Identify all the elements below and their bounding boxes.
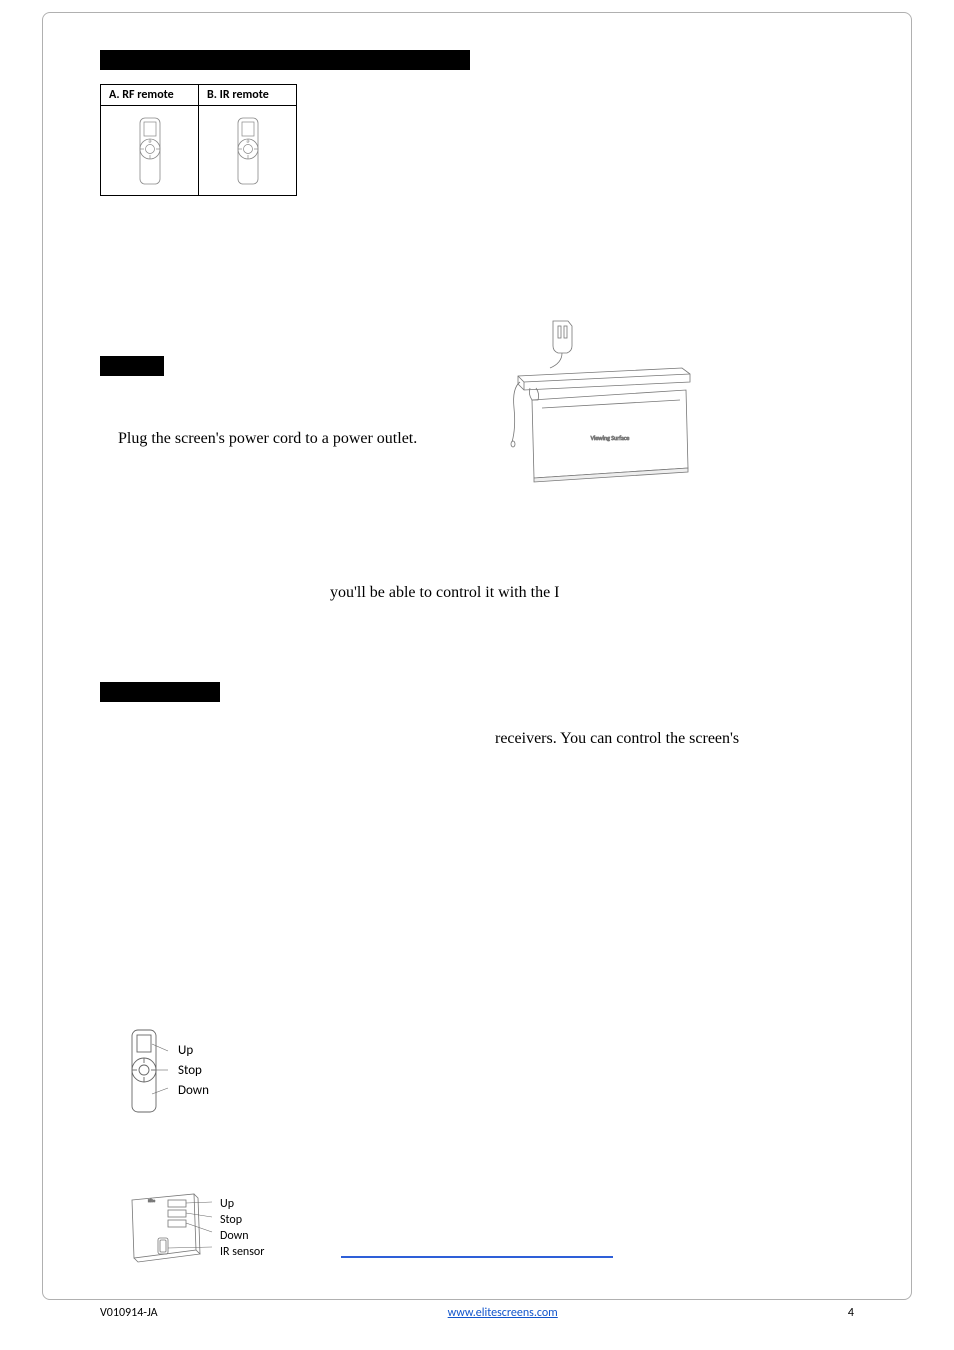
redaction-bar-2	[100, 356, 164, 376]
svg-text:UP: UP	[148, 139, 152, 143]
svg-text:Viewing Surface: Viewing Surface	[591, 434, 630, 442]
svg-text:UP: UP	[246, 139, 250, 143]
screen-diagram: Viewing Surface	[510, 318, 710, 498]
wall-switch-icon: Elite	[128, 1192, 216, 1264]
svg-text:Elite: Elite	[148, 1199, 155, 1204]
blue-divider	[341, 1256, 613, 1258]
switch-label-down: Down	[220, 1228, 264, 1244]
table-cell-rf: UP	[101, 106, 199, 196]
ir-remote-icon: UP	[230, 116, 266, 186]
page-content: A. RF remote B. IR remote UP	[100, 50, 854, 1280]
remote-with-labels: Up Stop Down	[128, 1028, 854, 1114]
table-header-b: B. IR remote	[199, 85, 297, 106]
switch-label-up: Up	[220, 1196, 264, 1212]
footer-page-number: 4	[848, 1306, 854, 1320]
labeled-remote-icon	[128, 1028, 172, 1114]
redaction-bar-3	[100, 682, 220, 702]
label-down: Down	[178, 1081, 209, 1101]
switch-label-ir: IR sensor	[220, 1244, 264, 1260]
table-header-a: A. RF remote	[101, 85, 199, 106]
label-stop: Stop	[178, 1061, 209, 1081]
footer-link-container: www.elitescreens.com	[158, 1306, 848, 1320]
switch-label-stop: Stop	[220, 1212, 264, 1228]
remote-table: A. RF remote B. IR remote UP	[100, 84, 297, 196]
wall-switch-with-labels: Elite Up Stop Down IR sensor	[128, 1192, 854, 1264]
table-cell-ir: UP	[199, 106, 297, 196]
footer-version: V010914-JA	[100, 1306, 158, 1320]
rf-remote-icon: UP	[132, 116, 168, 186]
page-footer: V010914-JA www.elitescreens.com 4	[100, 1306, 854, 1320]
plug-instruction-text: Plug the screen's power cord to a power …	[118, 430, 854, 448]
receivers-text: receivers. You can control the screen's	[495, 730, 854, 748]
label-up: Up	[178, 1041, 209, 1061]
redaction-bar-1	[100, 50, 470, 70]
footer-link[interactable]: www.elitescreens.com	[448, 1306, 558, 1320]
control-text: you'll be able to control it with the I	[330, 584, 854, 602]
